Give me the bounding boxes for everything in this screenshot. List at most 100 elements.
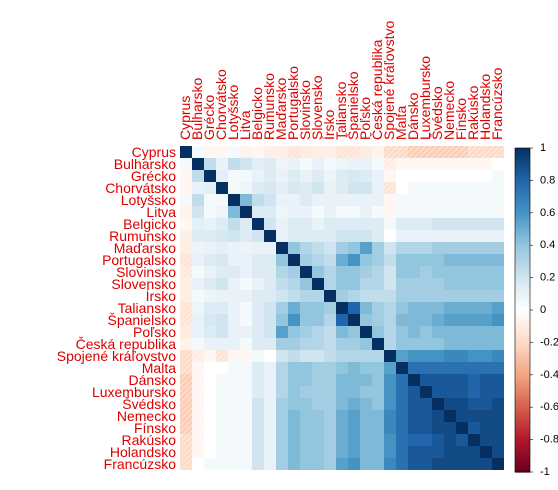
heatmap-cell <box>264 446 276 458</box>
heatmap-cell <box>312 398 324 410</box>
heatmap-cell <box>408 278 420 290</box>
heatmap-cell <box>312 266 324 278</box>
heatmap-cell <box>240 314 252 326</box>
heatmap-cell <box>396 422 408 434</box>
heatmap-cell <box>252 398 264 410</box>
heatmap-cell <box>180 146 192 158</box>
heatmap-cell <box>396 410 408 422</box>
row-label: Litva <box>146 204 176 220</box>
row-label: Švédsko <box>122 396 176 412</box>
heatmap-cell <box>480 386 492 398</box>
heatmap-cell <box>312 170 324 182</box>
heatmap-cell <box>216 242 228 254</box>
negative-hatch-overlay <box>192 410 204 422</box>
heatmap-cell <box>468 422 480 434</box>
column-labels: CyprusBulharskoGréckoChorvátskoLotyšskoL… <box>177 21 505 140</box>
heatmap-cell <box>456 350 468 362</box>
heatmap-cell <box>336 398 348 410</box>
heatmap-cell <box>432 206 444 218</box>
heatmap-cell <box>420 230 432 242</box>
negative-hatch-overlay <box>384 206 396 218</box>
heatmap-cell <box>408 254 420 266</box>
heatmap-cell <box>300 338 312 350</box>
heatmap-cell <box>192 290 204 302</box>
heatmap-cell <box>444 230 456 242</box>
heatmap-cell <box>444 350 456 362</box>
heatmap-cell <box>240 446 252 458</box>
column-label: Chorvátsko <box>213 69 229 140</box>
heatmap-cell <box>228 338 240 350</box>
row-label: Nemecko <box>117 408 176 424</box>
heatmap-cell <box>300 194 312 206</box>
heatmap-cell <box>336 170 348 182</box>
column-label: Malta <box>393 106 409 140</box>
legend-color-band <box>515 459 530 463</box>
heatmap-cell <box>288 410 300 422</box>
heatmap-cell <box>420 398 432 410</box>
heatmap-cell <box>312 290 324 302</box>
legend-color-band <box>515 436 530 441</box>
heatmap-cell <box>396 290 408 302</box>
heatmap-cell <box>216 422 228 434</box>
legend-color-band <box>515 170 530 175</box>
heatmap-cell <box>240 386 252 398</box>
legend-color-band <box>515 199 530 204</box>
heatmap-cell <box>360 410 372 422</box>
heatmap-cell <box>240 170 252 182</box>
heatmap-cell <box>312 446 324 458</box>
heatmap-cell <box>192 242 204 254</box>
heatmap-cell <box>264 158 276 170</box>
heatmap-cell <box>456 290 468 302</box>
legend-color-band <box>515 297 530 301</box>
heatmap-cell <box>288 422 300 434</box>
negative-hatch-overlay <box>180 398 192 410</box>
heatmap-cell <box>444 422 456 434</box>
heatmap-cell <box>480 374 492 386</box>
heatmap-cell <box>204 374 216 386</box>
heatmap-cell <box>204 206 216 218</box>
heatmap-cell <box>336 350 348 362</box>
heatmap-cell <box>312 230 324 242</box>
heatmap-cell <box>252 266 264 278</box>
heatmap-cell <box>432 386 444 398</box>
heatmap-cell <box>288 314 300 326</box>
heatmap-cell <box>228 146 240 158</box>
heatmap-cell <box>204 182 216 194</box>
heatmap-cell <box>276 254 288 266</box>
heatmap-cell <box>432 266 444 278</box>
heatmap-cell <box>492 326 504 338</box>
heatmap-cell <box>408 194 420 206</box>
heatmap-cell <box>372 374 384 386</box>
heatmap-cell <box>468 182 480 194</box>
heatmap-cell <box>468 410 480 422</box>
heatmap-cell <box>372 230 384 242</box>
heatmap-cell <box>492 230 504 242</box>
heatmap-cell <box>348 386 360 398</box>
heatmap-cell <box>192 194 204 206</box>
heatmap-cell <box>444 242 456 254</box>
negative-hatch-overlay <box>216 146 228 158</box>
heatmap-cell <box>288 398 300 410</box>
heatmap-cell <box>312 302 324 314</box>
legend-color-band <box>515 352 530 356</box>
column-label: Lotyšsko <box>225 85 241 140</box>
legend-color-band <box>515 455 530 460</box>
heatmap-cell <box>432 350 444 362</box>
row-label: Lotyšsko <box>121 192 176 208</box>
heatmap-cell <box>456 242 468 254</box>
legend-tick-label: 1 <box>540 142 546 154</box>
heatmap-cell <box>480 398 492 410</box>
heatmap-cell <box>276 182 288 194</box>
heatmap-cell <box>252 230 264 242</box>
heatmap-cell <box>396 194 408 206</box>
heatmap-cell <box>348 362 360 374</box>
heatmap-cell <box>204 230 216 242</box>
heatmap-cell <box>468 290 480 302</box>
heatmap-cell <box>456 254 468 266</box>
heatmap-cell <box>408 326 420 338</box>
column-label: Írsko <box>321 109 337 140</box>
heatmap-cell <box>468 362 480 374</box>
negative-hatch-overlay <box>192 446 204 458</box>
heatmap-cell <box>444 410 456 422</box>
heatmap-cell <box>420 218 432 230</box>
